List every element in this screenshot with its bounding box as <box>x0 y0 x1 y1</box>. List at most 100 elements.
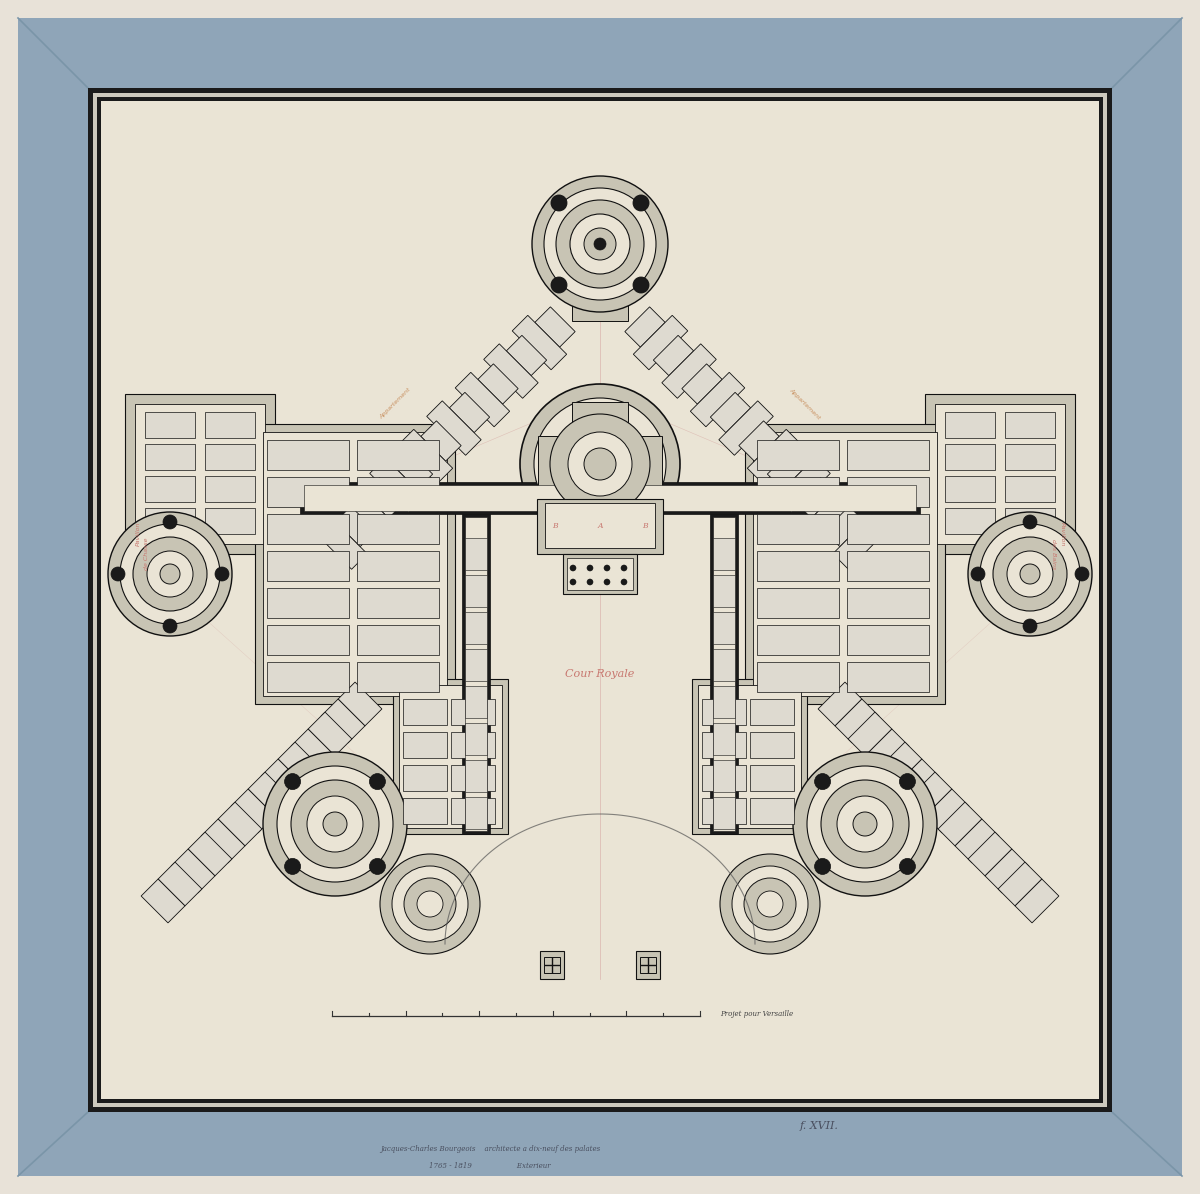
Bar <box>292 730 335 773</box>
Circle shape <box>380 854 480 954</box>
Bar <box>335 506 376 547</box>
Bar <box>847 624 929 656</box>
Circle shape <box>815 774 830 789</box>
Bar <box>358 513 439 544</box>
Bar <box>847 587 929 618</box>
Bar <box>544 958 560 973</box>
Bar <box>895 759 938 802</box>
Bar <box>692 679 808 833</box>
Circle shape <box>744 878 796 930</box>
Bar <box>702 698 746 725</box>
Bar <box>308 712 352 756</box>
Circle shape <box>584 228 616 260</box>
Bar <box>713 613 734 644</box>
Circle shape <box>1007 550 1054 597</box>
Bar <box>563 554 637 593</box>
Circle shape <box>634 277 649 293</box>
Bar <box>702 798 746 824</box>
Bar <box>466 761 487 792</box>
Bar <box>710 393 751 432</box>
Circle shape <box>556 201 644 288</box>
Circle shape <box>323 812 347 836</box>
Bar <box>466 650 487 681</box>
Bar <box>266 513 349 544</box>
Bar <box>370 457 424 512</box>
Bar <box>847 513 929 544</box>
Bar <box>266 441 349 470</box>
Bar <box>833 515 887 570</box>
Bar <box>946 412 995 438</box>
Bar <box>451 798 496 824</box>
Bar <box>398 685 502 827</box>
Circle shape <box>570 579 576 585</box>
Bar <box>540 950 564 979</box>
Bar <box>818 682 862 726</box>
Bar <box>256 424 455 704</box>
Bar <box>97 97 1103 1103</box>
Bar <box>935 404 1066 544</box>
Bar <box>634 315 688 370</box>
Bar <box>145 412 194 438</box>
Text: Cour Royale: Cour Royale <box>565 669 635 679</box>
Bar <box>538 436 662 492</box>
Circle shape <box>163 618 178 633</box>
Bar <box>451 698 496 725</box>
Bar <box>713 517 734 831</box>
Bar <box>702 765 746 790</box>
Bar <box>266 587 349 618</box>
Circle shape <box>534 398 666 530</box>
Bar <box>358 661 439 693</box>
Bar <box>745 424 946 704</box>
Bar <box>358 587 439 618</box>
Bar <box>313 515 367 570</box>
Bar <box>682 364 722 404</box>
Text: de Chasse: de Chasse <box>144 537 150 571</box>
Circle shape <box>532 176 668 312</box>
Bar <box>713 798 734 829</box>
Bar <box>300 482 920 513</box>
Bar <box>158 862 202 906</box>
Bar <box>403 765 446 790</box>
Bar <box>955 819 998 863</box>
Bar <box>263 432 446 696</box>
Bar <box>145 476 194 501</box>
Bar <box>398 430 452 484</box>
Bar <box>145 444 194 470</box>
Bar <box>757 513 839 544</box>
Bar <box>466 538 487 570</box>
Circle shape <box>544 187 656 300</box>
Bar <box>358 441 439 470</box>
Circle shape <box>587 579 593 585</box>
Bar <box>451 765 496 790</box>
Bar <box>427 401 481 455</box>
Text: A: A <box>598 522 602 530</box>
Bar <box>205 412 256 438</box>
Circle shape <box>112 567 125 581</box>
Bar <box>835 698 878 743</box>
Bar <box>218 802 262 845</box>
Circle shape <box>587 565 593 571</box>
Circle shape <box>634 195 649 211</box>
Circle shape <box>808 767 923 882</box>
Circle shape <box>284 774 300 789</box>
Circle shape <box>215 567 229 581</box>
Bar <box>568 558 634 590</box>
Bar <box>101 101 1099 1098</box>
Circle shape <box>551 195 566 211</box>
Circle shape <box>284 858 300 874</box>
Bar <box>713 761 734 792</box>
Bar <box>278 743 322 786</box>
Bar <box>205 476 256 501</box>
Bar <box>653 336 694 376</box>
Circle shape <box>980 524 1080 624</box>
Circle shape <box>757 891 784 917</box>
Circle shape <box>815 858 830 874</box>
Bar <box>702 732 746 758</box>
Bar <box>364 478 404 518</box>
Circle shape <box>370 858 385 874</box>
Bar <box>466 798 487 829</box>
Circle shape <box>570 214 630 273</box>
Bar <box>878 743 922 786</box>
Text: des Bains: des Bains <box>1050 538 1056 570</box>
Bar <box>640 958 656 973</box>
